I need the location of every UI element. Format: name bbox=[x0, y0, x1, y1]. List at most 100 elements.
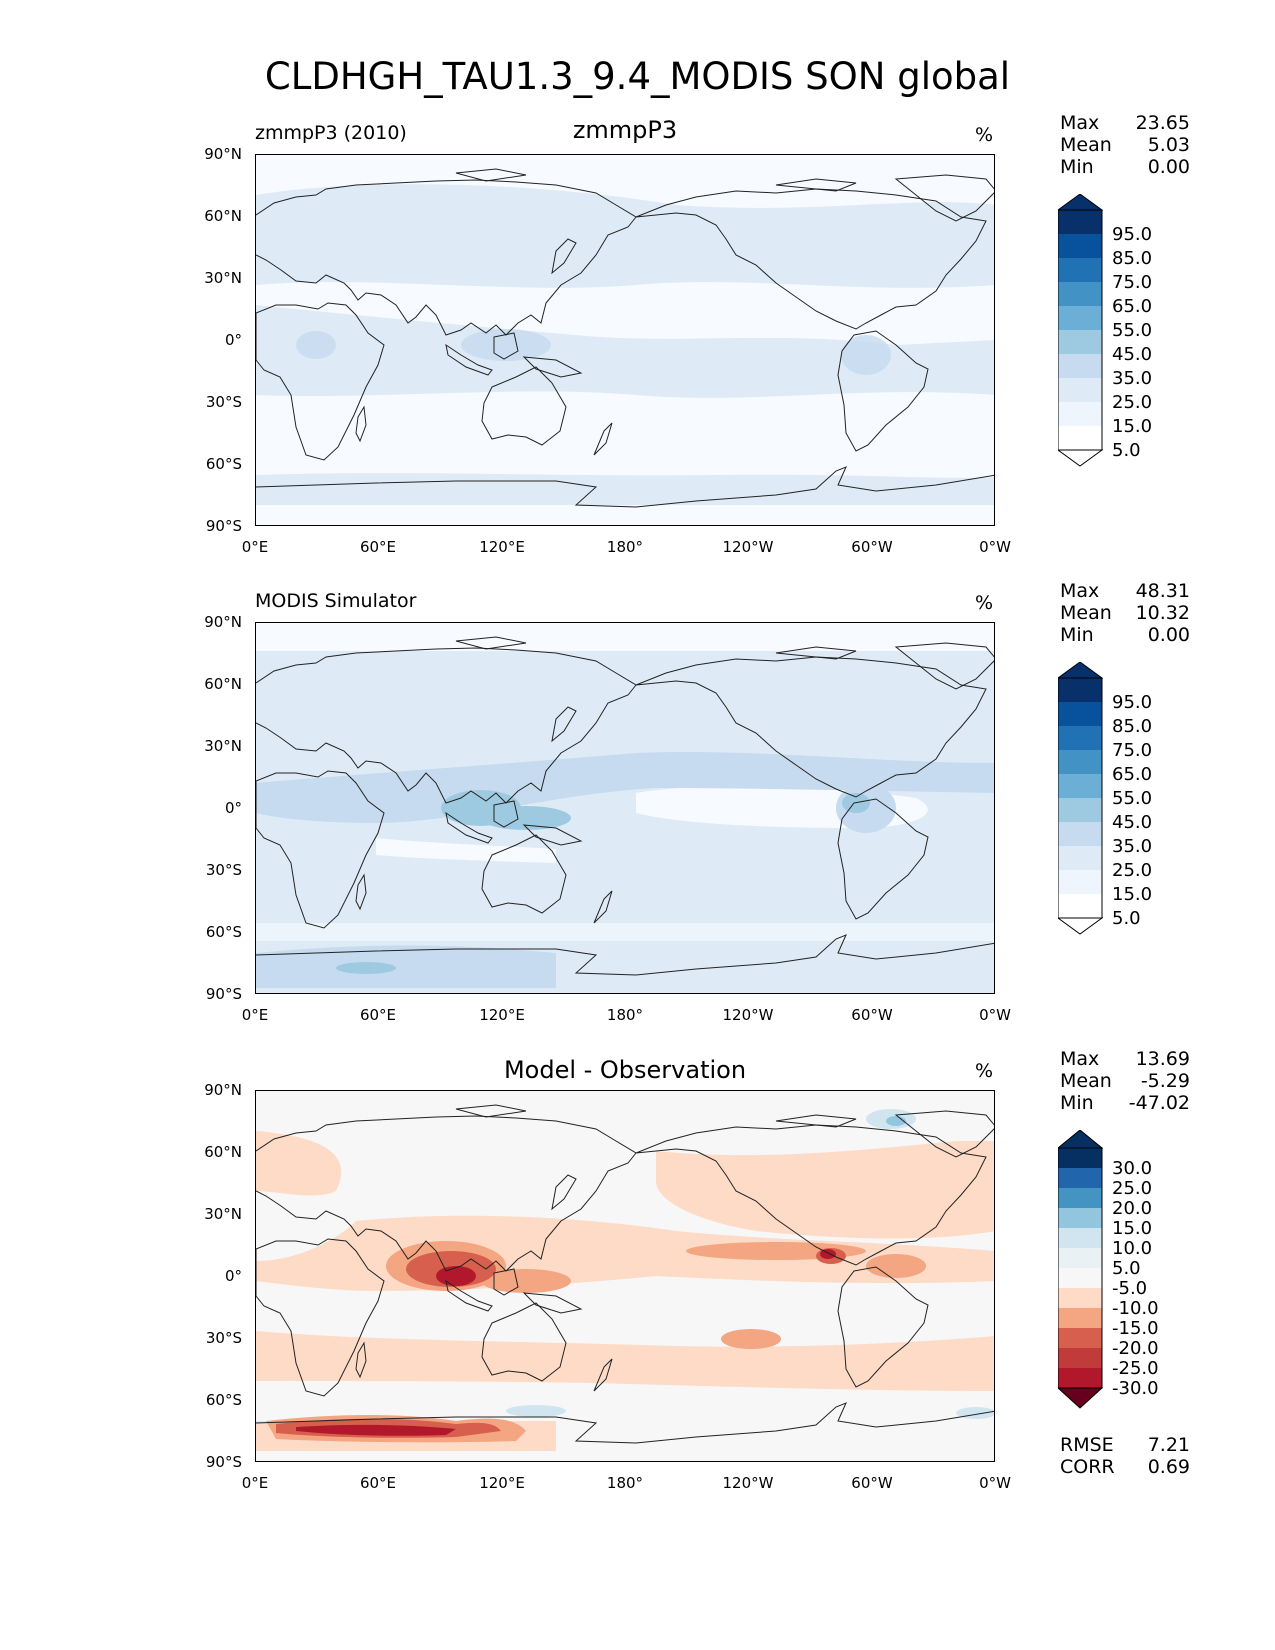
colorbar-label: 10.0 bbox=[1112, 1238, 1153, 1259]
lon-tick-label: 60°E bbox=[359, 538, 397, 556]
colorbar bbox=[1058, 662, 1103, 935]
lon-tick-label: 0°E bbox=[241, 1474, 269, 1492]
lat-tick-label: 0° bbox=[224, 1267, 242, 1285]
lat-tick-label: 30°S bbox=[205, 393, 242, 411]
lat-tick-label: 90°S bbox=[205, 1453, 242, 1471]
lat-tick-label: 60°N bbox=[204, 207, 242, 225]
stats-block: Max 23.65 Mean 5.03 Min 0.00 bbox=[1060, 112, 1190, 178]
lon-tick-label: 120°W bbox=[722, 538, 774, 556]
lon-tick-label: 60°W bbox=[851, 1474, 893, 1492]
rmse-value: 7.21 bbox=[1147, 1434, 1190, 1456]
colorbar-label: 95.0 bbox=[1112, 224, 1153, 245]
lon-tick-label: 60°W bbox=[851, 538, 893, 556]
lon-tick-label: 180° bbox=[606, 1474, 644, 1492]
colorbar-label: 85.0 bbox=[1112, 716, 1153, 737]
lat-tick-label: 90°S bbox=[205, 985, 242, 1003]
mean-label: Mean bbox=[1060, 1070, 1112, 1092]
colorbar-label: -15.0 bbox=[1112, 1318, 1159, 1339]
panel-left-title: zmmpP3 (2010) bbox=[255, 122, 407, 144]
colorbar-label: 30.0 bbox=[1112, 1158, 1153, 1179]
max-label: Max bbox=[1060, 1048, 1100, 1070]
stats-block: Max 48.31 Mean 10.32 Min 0.00 bbox=[1060, 580, 1190, 646]
colorbar-label: 15.0 bbox=[1112, 416, 1153, 437]
panel-obs: MODIS Simulator % bbox=[0, 578, 1275, 1048]
diff-map bbox=[255, 1090, 995, 1462]
colorbar-label: 15.0 bbox=[1112, 884, 1153, 905]
lon-tick-label: 60°W bbox=[851, 1006, 893, 1024]
lat-tick-label: 60°S bbox=[205, 455, 242, 473]
lat-tick-label: 60°N bbox=[204, 1143, 242, 1161]
lat-tick-label: 90°N bbox=[204, 613, 242, 631]
lat-tick-label: 60°S bbox=[205, 923, 242, 941]
lon-tick-label: 120°W bbox=[722, 1474, 774, 1492]
lon-tick-label: 120°W bbox=[722, 1006, 774, 1024]
colorbar-label: 75.0 bbox=[1112, 272, 1153, 293]
colorbar-label: 35.0 bbox=[1112, 836, 1153, 857]
colorbar bbox=[1058, 1130, 1103, 1409]
lon-tick-label: 180° bbox=[606, 538, 644, 556]
colorbar-label: 45.0 bbox=[1112, 812, 1153, 833]
lat-tick-label: 90°N bbox=[204, 1081, 242, 1099]
mean-value: 10.32 bbox=[1135, 602, 1190, 624]
lon-tick-label: 120°E bbox=[479, 1006, 525, 1024]
colorbar-label: 65.0 bbox=[1112, 296, 1153, 317]
units-label: % bbox=[975, 1060, 994, 1082]
panel-center-title: zmmpP3 bbox=[572, 116, 678, 144]
lon-tick-label: 0°W bbox=[979, 538, 1011, 556]
colorbar-label: 65.0 bbox=[1112, 764, 1153, 785]
lon-tick-label: 60°E bbox=[359, 1474, 397, 1492]
lat-tick-label: 0° bbox=[224, 799, 242, 817]
obs-map bbox=[255, 622, 995, 994]
colorbar-label: 95.0 bbox=[1112, 692, 1153, 713]
colorbar-label: 25.0 bbox=[1112, 1178, 1153, 1199]
colorbar-label: 5.0 bbox=[1112, 1258, 1141, 1279]
lon-tick-label: 0°E bbox=[241, 538, 269, 556]
lat-tick-label: 30°S bbox=[205, 1329, 242, 1347]
panel-left-title: MODIS Simulator bbox=[255, 590, 417, 612]
colorbar-label: -10.0 bbox=[1112, 1298, 1159, 1319]
lat-tick-label: 60°N bbox=[204, 675, 242, 693]
colorbar-label: -25.0 bbox=[1112, 1358, 1159, 1379]
max-value: 13.69 bbox=[1135, 1048, 1190, 1070]
colorbar-label: 20.0 bbox=[1112, 1198, 1153, 1219]
panel-center-title: Model - Observation bbox=[503, 1056, 747, 1084]
lon-tick-label: 60°E bbox=[359, 1006, 397, 1024]
stats-block: Max 13.69 Mean -5.29 Min -47.02 bbox=[1060, 1048, 1190, 1114]
lon-tick-label: 0°E bbox=[241, 1006, 269, 1024]
lon-tick-label: 120°E bbox=[479, 538, 525, 556]
model-map bbox=[255, 154, 995, 526]
min-label: Min bbox=[1060, 1092, 1094, 1114]
corr-value: 0.69 bbox=[1147, 1456, 1190, 1478]
mean-value: 5.03 bbox=[1147, 134, 1190, 156]
colorbar-label: 25.0 bbox=[1112, 392, 1153, 413]
mean-label: Mean bbox=[1060, 134, 1112, 156]
lat-tick-label: 30°S bbox=[205, 861, 242, 879]
colorbar-label: -30.0 bbox=[1112, 1378, 1159, 1399]
max-value: 23.65 bbox=[1135, 112, 1190, 134]
min-value: 0.00 bbox=[1147, 156, 1190, 178]
rmse-label: RMSE bbox=[1060, 1434, 1114, 1456]
colorbar-label: 45.0 bbox=[1112, 344, 1153, 365]
panel-diff: Model - Observation % bbox=[0, 1046, 1275, 1516]
lat-tick-label: 90°S bbox=[205, 517, 242, 535]
lon-tick-label: 0°W bbox=[979, 1006, 1011, 1024]
colorbar-label: -5.0 bbox=[1112, 1278, 1148, 1299]
lat-tick-label: 30°N bbox=[204, 1205, 242, 1223]
colorbar-label: 35.0 bbox=[1112, 368, 1153, 389]
corr-label: CORR bbox=[1060, 1456, 1115, 1478]
panel-model: zmmpP3 (2010) zmmpP3 % Max 23.65 Mean 5.03… bbox=[0, 110, 1275, 580]
max-label: Max bbox=[1060, 112, 1100, 134]
mean-value: -5.29 bbox=[1140, 1070, 1190, 1092]
min-label: Min bbox=[1060, 156, 1094, 178]
colorbar-label: -20.0 bbox=[1112, 1338, 1159, 1359]
colorbar-label: 15.0 bbox=[1112, 1218, 1153, 1239]
min-value: 0.00 bbox=[1147, 624, 1190, 646]
min-label: Min bbox=[1060, 624, 1094, 646]
lat-tick-label: 0° bbox=[224, 331, 242, 349]
max-value: 48.31 bbox=[1135, 580, 1190, 602]
min-value: -47.02 bbox=[1128, 1092, 1190, 1114]
skill-stats: RMSE 7.21 CORR 0.69 bbox=[1060, 1434, 1190, 1478]
colorbar-label: 5.0 bbox=[1112, 908, 1141, 929]
colorbar-label: 75.0 bbox=[1112, 740, 1153, 761]
colorbar-label: 55.0 bbox=[1112, 320, 1153, 341]
